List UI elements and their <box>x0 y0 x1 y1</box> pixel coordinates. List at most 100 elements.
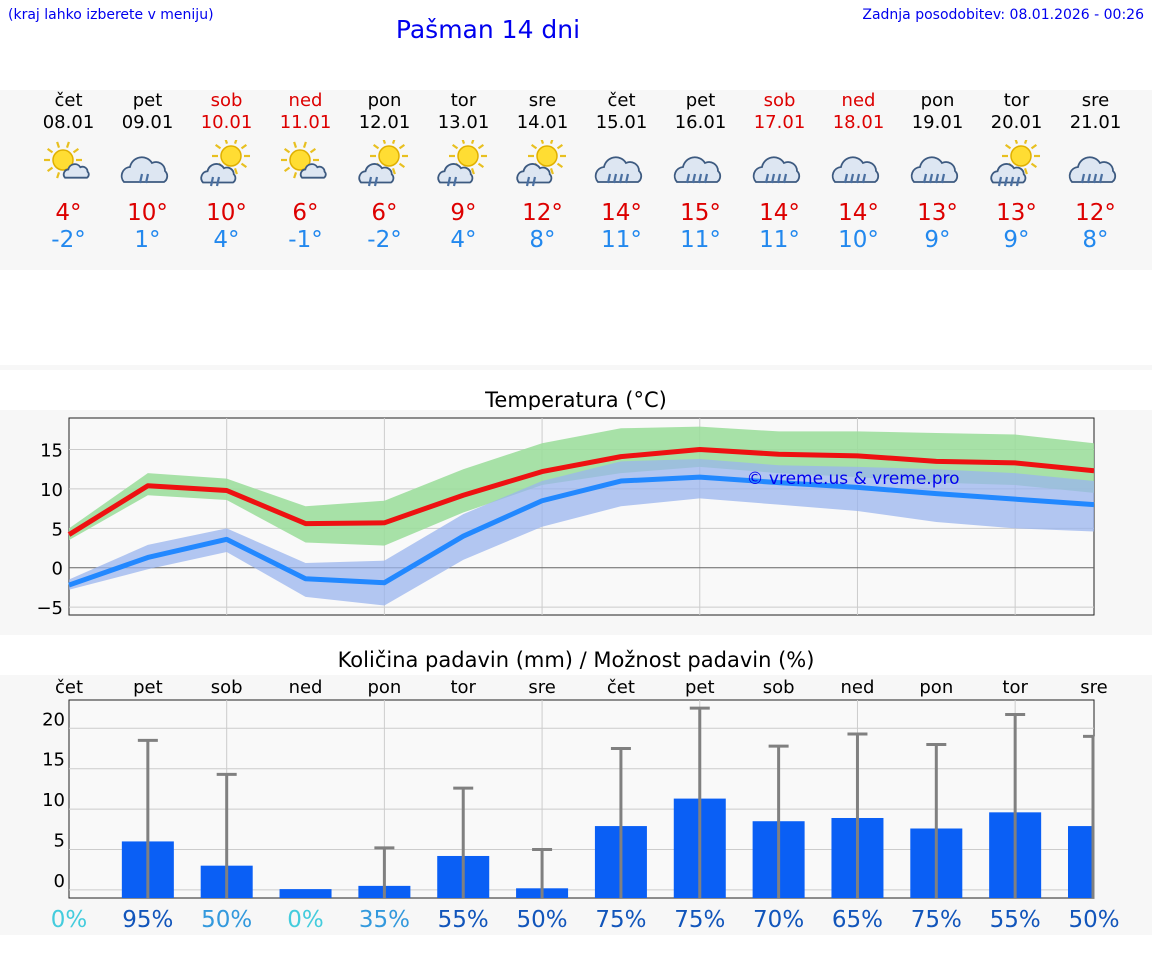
day-name: ned <box>288 90 323 111</box>
sun-rain-icon <box>357 137 408 187</box>
day-date: 20.01 <box>990 112 1043 133</box>
x-category-label: ned <box>841 677 875 698</box>
x-category-label: pet <box>133 677 163 698</box>
precipitation-probability: 55% <box>438 907 489 933</box>
max-temperature: 14° <box>838 200 879 226</box>
max-temperature: 13° <box>917 200 958 226</box>
min-temperature: 11° <box>680 227 721 253</box>
day-date: 14.01 <box>516 112 569 133</box>
x-category-label: tor <box>450 677 476 698</box>
min-temperature: 9° <box>1003 227 1030 253</box>
precipitation-probability: 65% <box>832 907 883 933</box>
heavy-rain-icon <box>1068 156 1116 184</box>
x-category-label: pet <box>685 677 715 698</box>
min-temperature: 10° <box>838 227 879 253</box>
weather-icon-cell <box>1056 140 1135 192</box>
day-date: 08.01 <box>42 112 95 133</box>
weather-icon-cell <box>661 140 740 192</box>
weather-icon-cell <box>582 140 661 192</box>
page-title: Pašman 14 dni <box>395 15 581 44</box>
max-temperature: 9° <box>450 200 477 226</box>
day-name: pon <box>920 90 955 111</box>
day-name: pet <box>132 90 163 111</box>
sun-cloud-icon <box>280 141 327 179</box>
max-temperature: 4° <box>55 200 82 226</box>
heavy-rain-icon <box>594 156 642 184</box>
precipitation-probability: 75% <box>674 907 725 933</box>
day-name: pet <box>685 90 716 111</box>
precipitation-probability: 50% <box>201 907 252 933</box>
heavy-rain-icon <box>673 156 721 184</box>
y-tick-label: 5 <box>54 831 65 852</box>
sun-cloud-icon <box>43 141 90 179</box>
last-update-text: Zadnja posodobitev: 08.01.2026 - 00:26 <box>862 7 1144 23</box>
daily-forecast-strip: čet 08.01 4° -2° pet 09.01 10° 1° sob 10.01 10° 4° n… <box>0 90 1152 270</box>
precipitation-probability: 70% <box>753 907 804 933</box>
temperature-chart: −5 0 5 10 15 © vreme.us & vreme.pro <box>36 417 1095 619</box>
day-name: sre <box>528 90 557 111</box>
precipitation-bar <box>1068 826 1094 898</box>
temperature-chart-title: Temperatura (°C) <box>485 388 667 412</box>
precipitation-probability: 35% <box>359 907 410 933</box>
day-name: sob <box>210 90 243 111</box>
day-name: ned <box>841 90 876 111</box>
day-date: 17.01 <box>753 112 806 133</box>
min-temperature-range-band <box>69 458 1094 606</box>
precipitation-probability: 75% <box>595 907 646 933</box>
weather-icon-cell <box>503 137 582 192</box>
day-date: 09.01 <box>121 112 174 133</box>
day-name: tor <box>1003 90 1030 111</box>
precipitation-probability: 55% <box>990 907 1041 933</box>
day-date: 12.01 <box>358 112 411 133</box>
min-temperature: 11° <box>601 227 642 253</box>
weather-icon-cell <box>29 140 108 192</box>
max-temperature: 14° <box>601 200 642 226</box>
heavy-rain-icon <box>752 156 800 184</box>
max-temperature: 6° <box>292 200 319 226</box>
x-category-label: pon <box>919 677 953 698</box>
day-name: čet <box>54 90 83 111</box>
max-temperature: 10° <box>206 200 247 226</box>
precipitation-bar <box>279 889 332 898</box>
weather-icon-cell <box>977 137 1056 192</box>
precipitation-probability: 0% <box>51 907 88 933</box>
x-category-label: čet <box>607 677 635 698</box>
day-name: tor <box>450 90 477 111</box>
min-temperature: 4° <box>450 227 477 253</box>
max-temperature: 12° <box>522 200 563 226</box>
min-temperature: -2° <box>367 227 402 253</box>
max-temperature: 10° <box>127 200 168 226</box>
precipitation-probability: 50% <box>1068 907 1119 933</box>
precipitation-probability: 75% <box>911 907 962 933</box>
x-category-label: sre <box>528 677 555 698</box>
location-menu-hint[interactable]: (kraj lahko izberete v meniju) <box>8 7 214 23</box>
day-date: 10.01 <box>200 112 253 133</box>
min-temperature: -2° <box>51 227 86 253</box>
rain-cloud-icon <box>120 156 168 184</box>
weather-icon-cell <box>187 137 266 192</box>
day-date: 13.01 <box>437 112 490 133</box>
y-tick-label: 5 <box>52 519 63 540</box>
weather-icon-cell <box>740 140 819 192</box>
watermark: © vreme.us & vreme.pro <box>746 469 959 489</box>
max-temperature: 13° <box>996 200 1037 226</box>
day-name: pon <box>367 90 402 111</box>
day-date: 16.01 <box>674 112 727 133</box>
y-tick-label: 15 <box>42 750 65 771</box>
y-tick-label: 0 <box>52 559 63 580</box>
y-tick-label: 10 <box>40 480 63 501</box>
min-temperature-line <box>68 474 1095 588</box>
x-category-label: pon <box>367 677 401 698</box>
max-temperature: 15° <box>680 200 721 226</box>
precipitation-chart: 0 5 10 15 20 čet pet sob ned pon tor sre čet pet sob ne… <box>42 677 1119 933</box>
heavy-rain-icon <box>910 156 958 184</box>
max-temperature: 12° <box>1075 200 1116 226</box>
day-date: 21.01 <box>1069 112 1122 133</box>
x-category-label: ned <box>289 677 323 698</box>
y-tick-label: 0 <box>54 871 65 892</box>
min-temperature: 9° <box>924 227 951 253</box>
day-date: 19.01 <box>911 112 964 133</box>
x-category-label: tor <box>1002 677 1028 698</box>
y-tick-label: 20 <box>42 709 65 730</box>
min-temperature: 8° <box>529 227 556 253</box>
